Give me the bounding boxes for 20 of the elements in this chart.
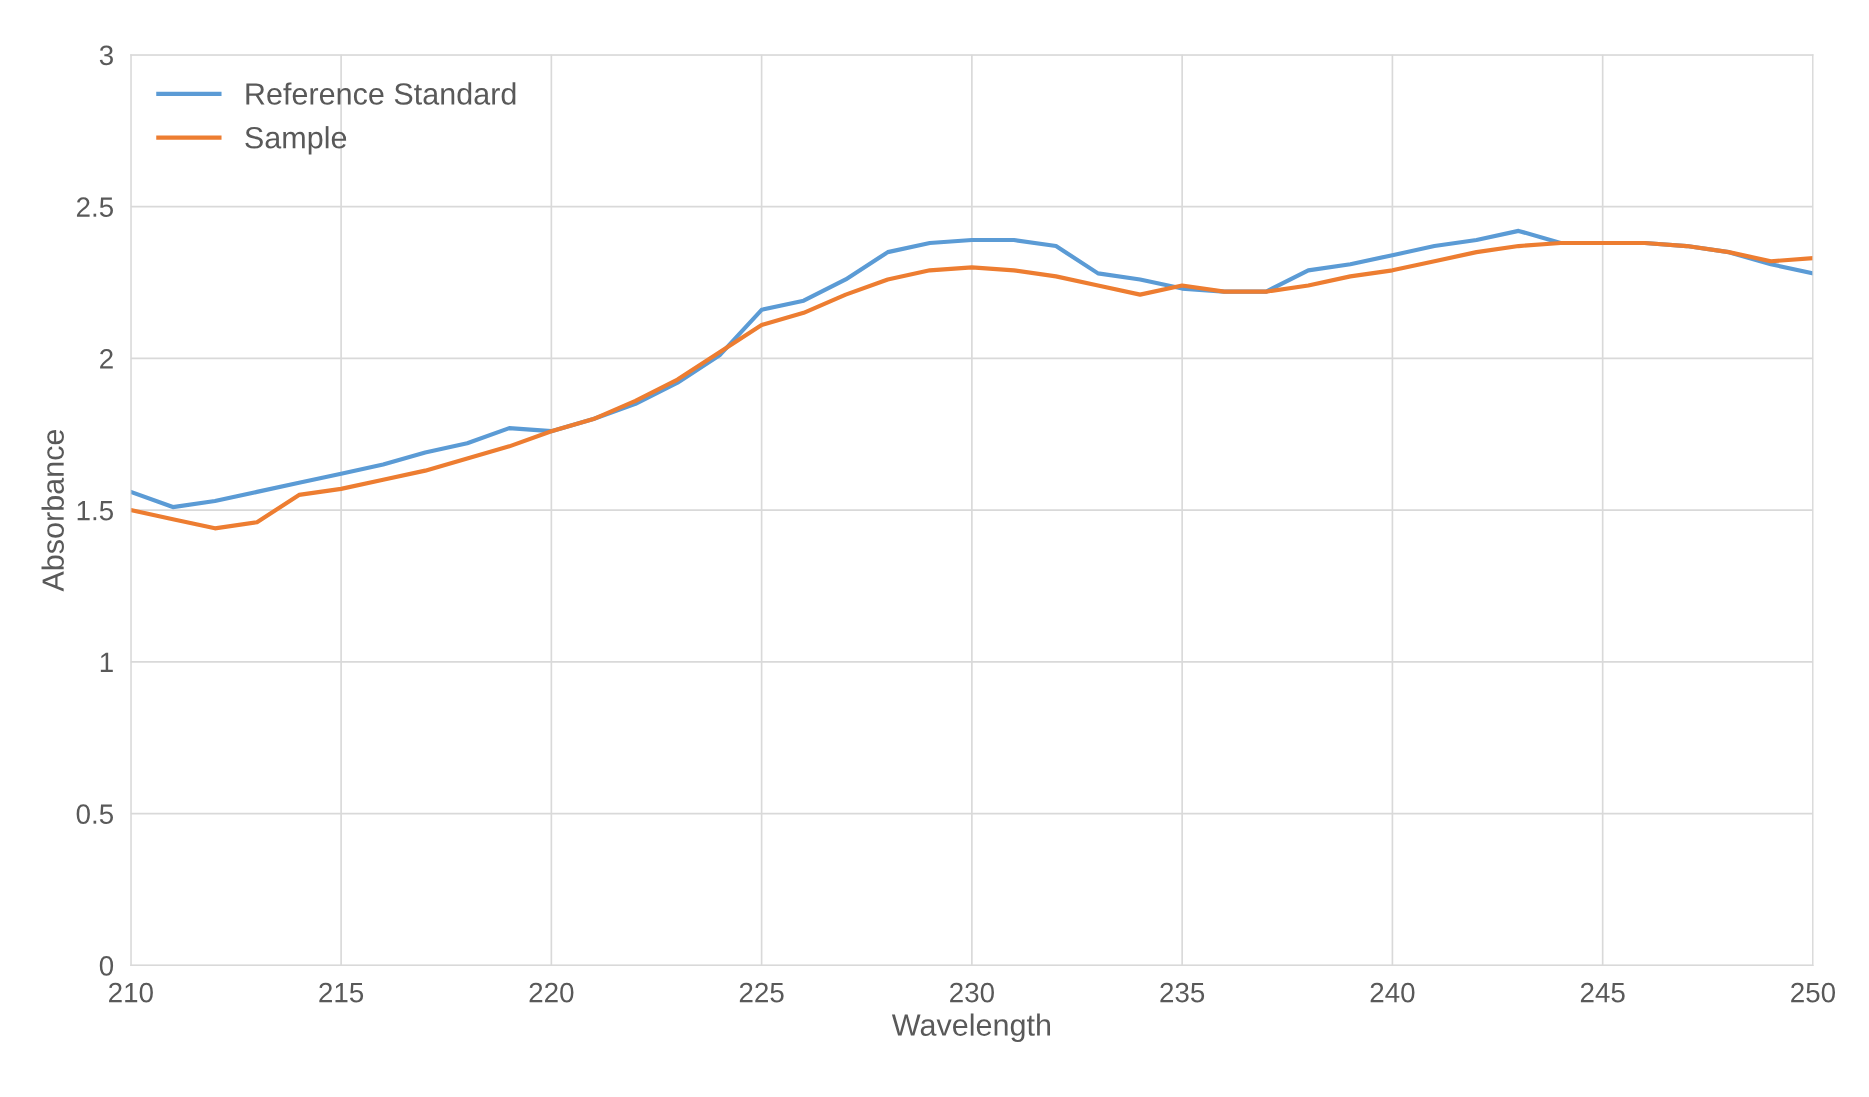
x-tick-label: 235 [1160,982,1205,1003]
x-tick-label: 220 [529,982,574,1003]
y-tick-label: 1.5 [77,501,113,521]
y-tick-label: 2 [100,349,113,369]
x-tick-label: 210 [109,982,153,1003]
x-tick-label: 240 [1370,982,1415,1003]
x-tick-label: 230 [950,982,994,1003]
y-tick-label: 0 [99,956,114,976]
y-tick-label: 3 [99,45,113,66]
legend-label: Sample [245,126,347,155]
x-tick-label: 245 [1580,982,1625,1003]
x-tick-label: 225 [739,982,784,1003]
x-axis-title: Wavelength [891,1013,1051,1042]
x-tick-label: 215 [319,982,364,1003]
legend-label: Reference Standard [246,82,516,105]
y-tick-label: 2.5 [76,197,113,217]
y-tick-label: 1 [100,652,113,672]
y-tick-label: 0.5 [76,804,113,824]
x-tick-label: 250 [1791,982,1836,1003]
y-axis-title: Absorbance [41,429,64,592]
